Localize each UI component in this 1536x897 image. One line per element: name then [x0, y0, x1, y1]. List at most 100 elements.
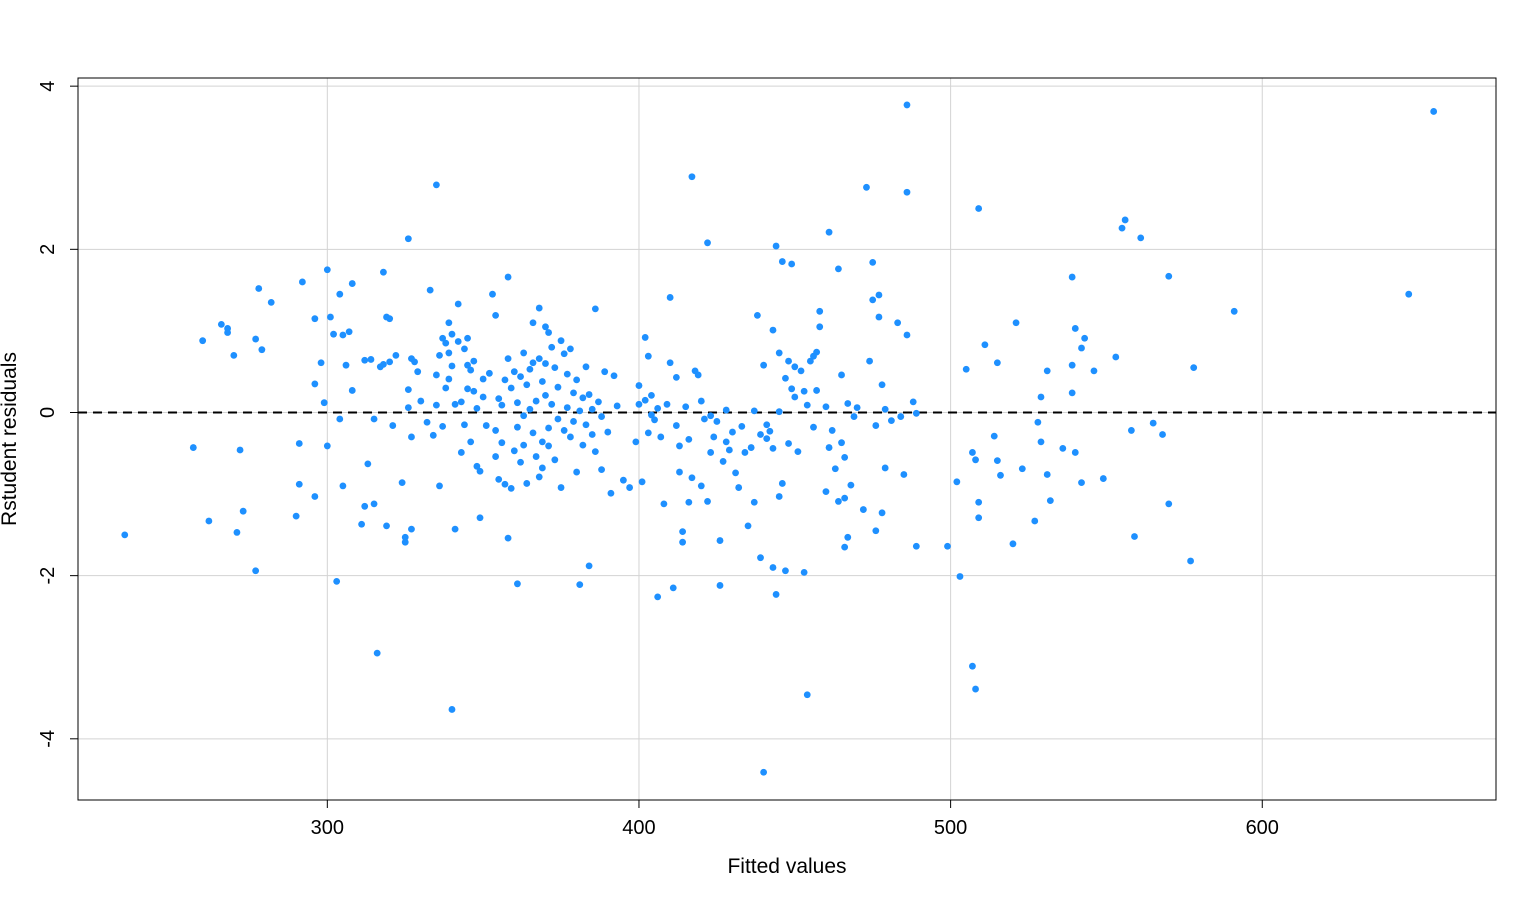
data-point	[432, 401, 440, 409]
data-point	[1043, 367, 1051, 375]
data-point	[573, 376, 581, 384]
data-point	[588, 431, 596, 438]
data-point	[888, 417, 895, 425]
data-point	[685, 498, 693, 506]
data-point	[841, 543, 849, 551]
data-point	[370, 415, 378, 423]
data-point	[763, 435, 771, 442]
data-point	[582, 421, 590, 429]
data-point	[822, 488, 830, 496]
data-point	[479, 393, 487, 401]
data-point	[432, 371, 440, 379]
data-point	[551, 364, 559, 372]
data-point	[501, 376, 509, 384]
data-point	[701, 415, 708, 423]
data-point	[760, 361, 768, 369]
data-point	[557, 484, 565, 491]
data-point	[392, 351, 400, 359]
data-point	[585, 562, 593, 570]
data-point	[847, 481, 855, 489]
data-point	[311, 493, 319, 500]
data-point	[570, 418, 577, 425]
data-point	[757, 431, 764, 438]
data-point	[782, 567, 789, 575]
data-point	[601, 368, 609, 376]
data-point	[554, 415, 562, 423]
data-point	[750, 498, 758, 506]
data-point	[838, 439, 845, 447]
data-point	[838, 371, 845, 379]
data-point	[333, 577, 341, 585]
data-point	[791, 393, 799, 401]
data-point	[894, 319, 902, 327]
data-point	[725, 446, 733, 454]
data-point	[1037, 393, 1045, 401]
data-point	[361, 356, 369, 364]
data-point	[454, 300, 462, 308]
data-point	[535, 355, 543, 363]
grid-lines	[78, 78, 1496, 800]
data-point	[763, 421, 771, 429]
data-point	[841, 494, 849, 502]
data-point	[495, 395, 503, 403]
data-point	[1159, 431, 1166, 438]
y-tick-label: -4	[37, 730, 59, 748]
data-point	[348, 387, 356, 394]
data-point	[551, 456, 559, 464]
data-point	[704, 239, 711, 247]
data-point	[439, 422, 447, 430]
data-point	[841, 453, 849, 461]
data-point	[336, 290, 344, 298]
data-point	[492, 427, 500, 434]
y-axis: -4 -2 0 2 4	[37, 81, 78, 748]
data-points	[121, 101, 1438, 776]
data-point	[797, 367, 805, 375]
data-point	[538, 464, 546, 472]
x-axis: 300 400 500 600	[311, 800, 1279, 839]
data-point	[532, 397, 540, 405]
data-point	[217, 320, 225, 328]
data-point	[685, 436, 693, 443]
data-point	[498, 401, 506, 409]
data-point	[704, 498, 711, 505]
data-point	[672, 374, 680, 381]
data-point	[903, 101, 911, 109]
data-point	[641, 334, 649, 341]
data-point	[545, 442, 552, 450]
data-point	[872, 422, 880, 429]
data-point	[757, 554, 764, 562]
data-point	[445, 319, 453, 327]
data-point	[485, 369, 493, 377]
data-point	[869, 296, 877, 304]
data-point	[510, 447, 518, 455]
data-point	[504, 355, 512, 363]
data-point	[461, 421, 468, 429]
data-point	[1012, 319, 1020, 327]
data-point	[470, 357, 478, 365]
data-point	[560, 427, 568, 434]
data-point	[404, 235, 412, 243]
data-point	[383, 522, 390, 530]
data-point	[426, 286, 434, 294]
x-tick-label: 500	[934, 817, 967, 839]
data-point	[492, 453, 500, 460]
data-point	[189, 444, 197, 451]
data-point	[327, 313, 334, 321]
data-point	[311, 380, 319, 388]
data-point	[803, 401, 811, 409]
data-point	[716, 537, 724, 544]
data-point	[785, 357, 792, 365]
data-point	[579, 394, 587, 402]
data-point	[598, 413, 605, 420]
data-point	[707, 412, 715, 420]
data-point	[822, 403, 830, 411]
data-point	[735, 484, 743, 491]
y-axis-title: Rstudent residuals	[0, 352, 21, 526]
data-point	[445, 349, 453, 357]
data-point	[694, 371, 702, 379]
data-point	[816, 323, 824, 331]
data-point	[872, 527, 880, 535]
data-point	[501, 480, 509, 488]
data-point	[554, 383, 562, 391]
data-point	[417, 397, 425, 405]
